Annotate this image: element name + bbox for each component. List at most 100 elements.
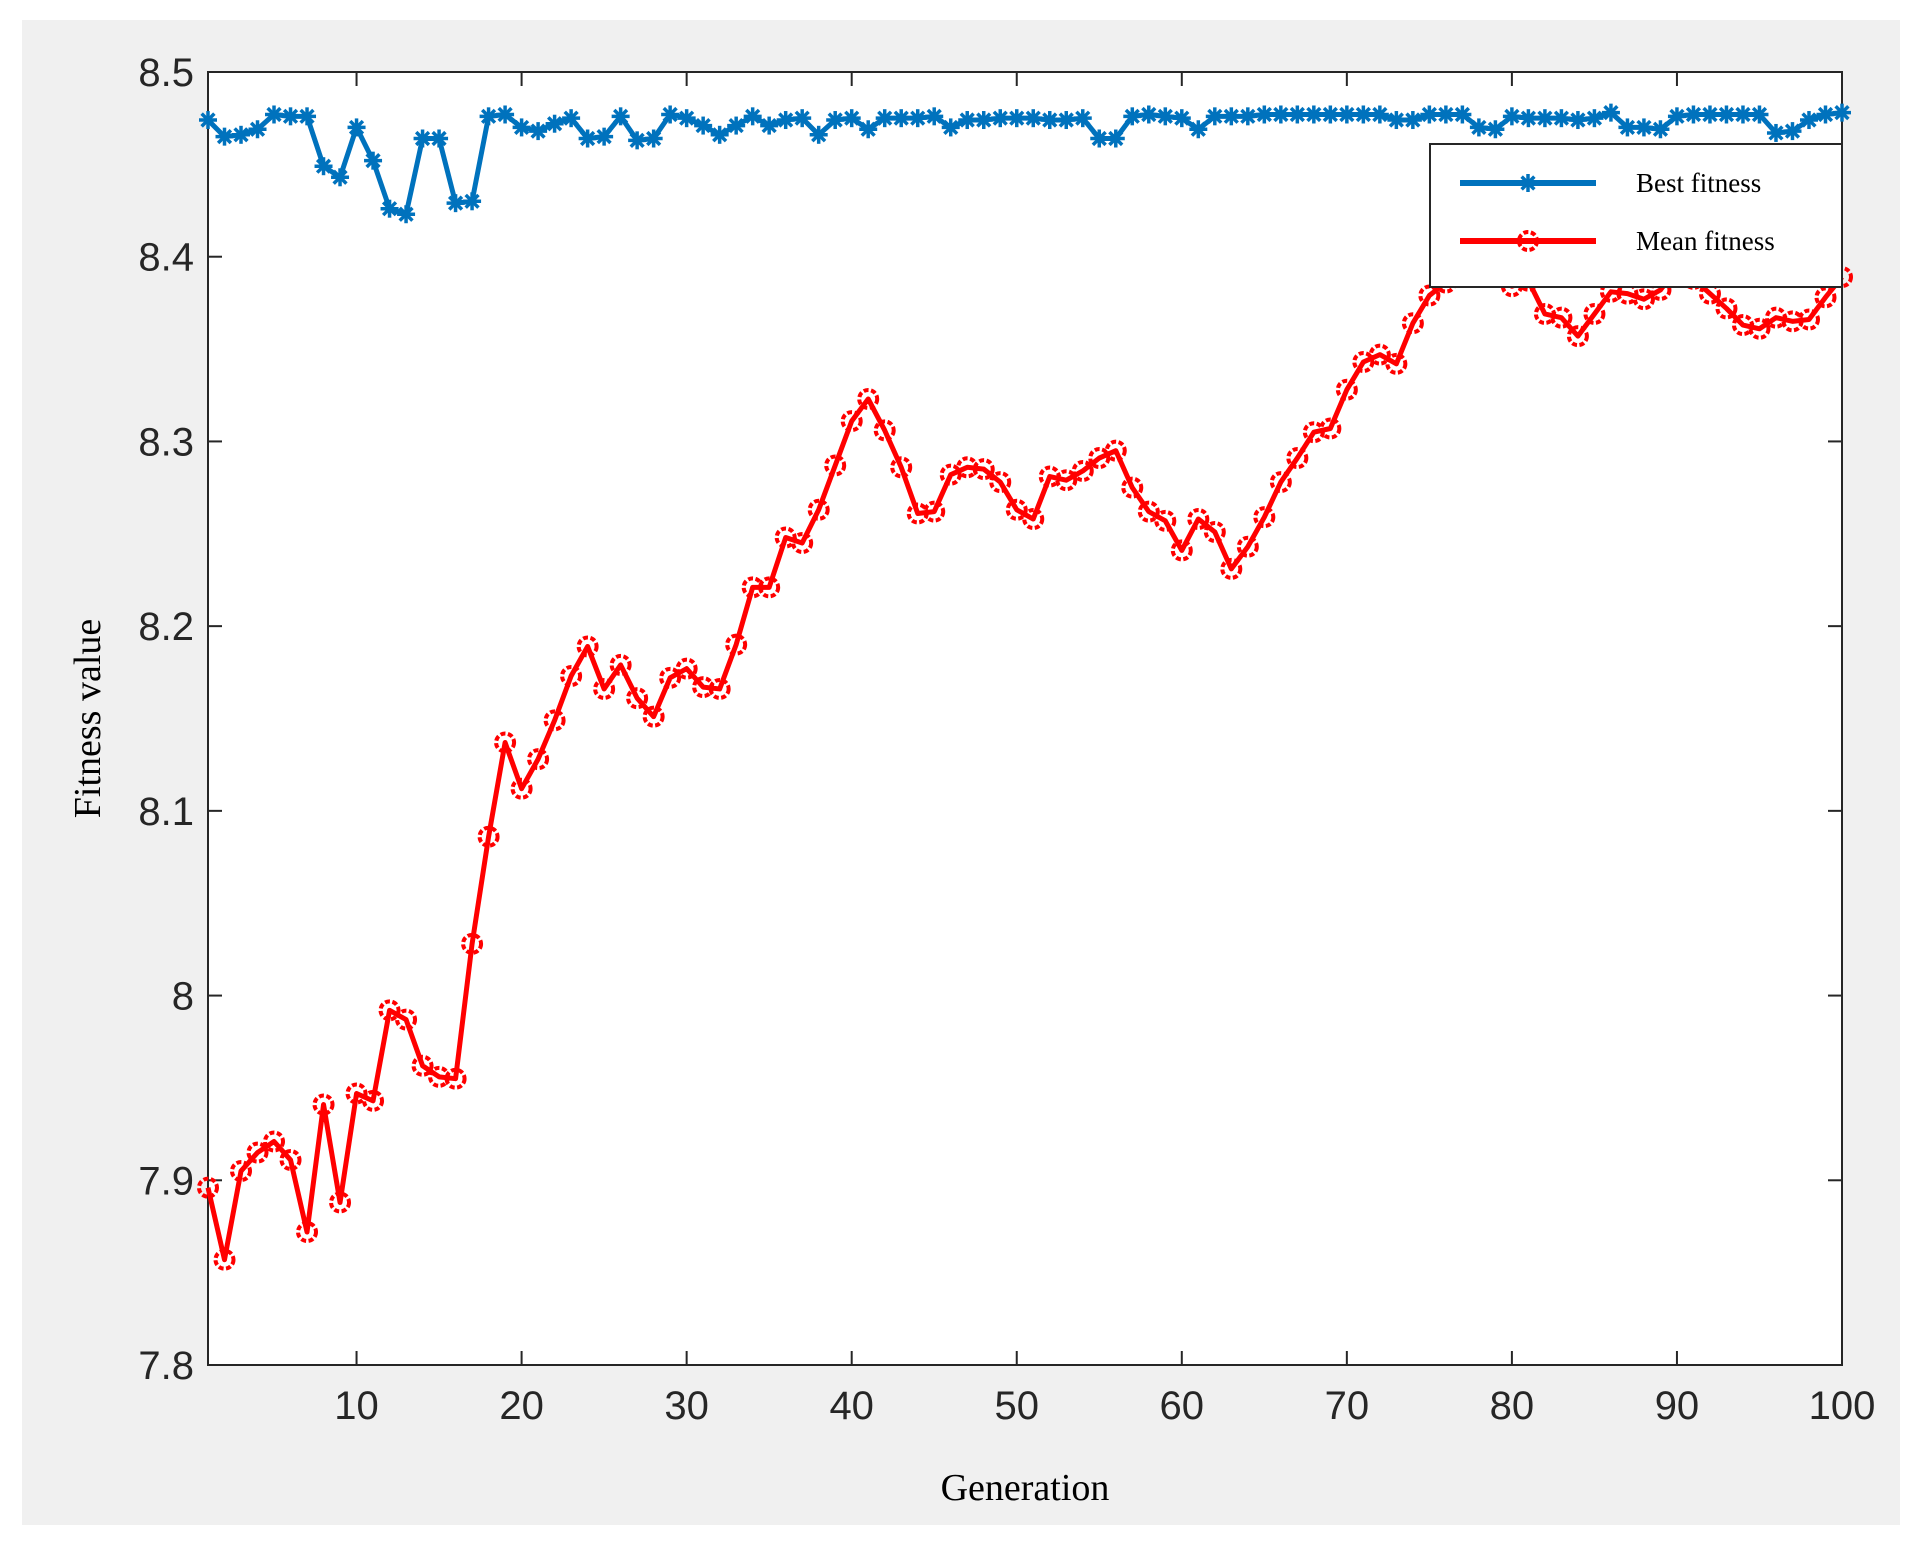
best-fitness-point	[1106, 129, 1125, 148]
best-fitness-point	[809, 125, 828, 144]
best-fitness-point	[1535, 109, 1554, 128]
mean-fitness-point	[1797, 308, 1820, 331]
best-fitness-point	[1007, 109, 1026, 128]
best-fitness-point	[397, 205, 416, 224]
mean-fitness-point	[345, 1082, 368, 1105]
best-fitness-point	[991, 109, 1010, 128]
mean-fitness-point	[1352, 351, 1375, 374]
mean-fitness-point	[197, 1176, 219, 1199]
y-tick-label: 8.3	[138, 420, 194, 464]
best-fitness-point	[694, 116, 713, 135]
best-fitness-point	[298, 107, 317, 126]
mean-fitness-point	[1814, 286, 1837, 309]
best-fitness-point	[265, 105, 284, 124]
best-fitness-point	[628, 131, 647, 150]
best-fitness-point	[1255, 105, 1274, 124]
best-fitness-point	[859, 120, 878, 139]
best-fitness-point	[925, 107, 944, 126]
x-tick-label: 50	[994, 1384, 1039, 1428]
best-fitness-point	[1667, 107, 1686, 126]
best-fitness-point	[446, 194, 465, 213]
mean-fitness-point	[1286, 447, 1309, 470]
mean-fitness-point	[527, 748, 550, 771]
y-tick-label: 8	[172, 975, 194, 1019]
best-fitness-point	[776, 111, 795, 130]
best-fitness-point	[1139, 105, 1158, 124]
best-fitness-point	[1090, 129, 1109, 148]
best-fitness-point	[710, 125, 729, 144]
best-fitness-point	[1486, 120, 1505, 139]
mean-fitness-point	[1550, 306, 1573, 329]
y-tick-label: 8.4	[138, 236, 194, 280]
mean-fitness-point	[857, 387, 880, 410]
mean-fitness-point	[725, 633, 748, 656]
mean-fitness-point	[1203, 520, 1226, 543]
best-fitness-point	[248, 120, 267, 139]
mean-fitness-point	[1253, 506, 1276, 529]
best-fitness-point	[1156, 107, 1175, 126]
mean-fitness-point	[279, 1148, 302, 1171]
mean-fitness-point	[1154, 509, 1177, 532]
best-fitness-point	[578, 129, 597, 148]
legend-label: Mean fitness	[1636, 226, 1775, 256]
mean-fitness-point	[1022, 508, 1045, 531]
best-fitness-point	[1651, 120, 1670, 139]
mean-fitness-point	[609, 653, 632, 676]
mean-fitness-point	[659, 666, 682, 689]
best-fitness-point	[1189, 120, 1208, 139]
best-fitness-point	[743, 107, 762, 126]
mean-fitness-point	[461, 932, 484, 955]
best-fitness-point	[232, 125, 251, 144]
mean-fitness-point	[1335, 378, 1358, 401]
best-fitness-point	[1387, 111, 1406, 130]
best-fitness-point	[1733, 105, 1752, 124]
mean-fitness-point	[1071, 459, 1094, 482]
mean-fitness-point	[1715, 297, 1738, 320]
mean-fitness-point	[560, 665, 583, 688]
mean-fitness-point	[1088, 447, 1111, 470]
mean-fitness-point	[1121, 476, 1144, 499]
mean-fitness-point	[1319, 417, 1342, 440]
best-fitness-point	[1552, 109, 1571, 128]
mean-fitness-point	[329, 1191, 352, 1214]
best-fitness-point	[1222, 107, 1241, 126]
mean-fitness-point	[510, 777, 533, 800]
mean-fitness-point	[362, 1089, 385, 1112]
mean-fitness-point	[543, 709, 566, 732]
x-tick-label: 30	[664, 1384, 709, 1428]
legend-entry-mean-fitness: Mean fitness	[1460, 226, 1775, 256]
best-fitness-point	[1700, 105, 1719, 124]
best-fitness-point	[314, 157, 333, 176]
best-fitness-point	[611, 107, 630, 126]
line-chart: 10 20 30 40 50 60 70 80 90 100 7.8 7.9 8 8.1 8.2 8.3 8.4…	[67, 51, 1875, 1509]
mean-fitness-point	[1385, 352, 1408, 375]
mean-fitness-point	[1566, 325, 1589, 348]
best-fitness-point	[1568, 111, 1587, 130]
best-fitness-point	[347, 118, 366, 137]
mean-fitness-point	[807, 498, 830, 521]
mean-fitness-point	[989, 471, 1012, 494]
mean-fitness-point	[791, 532, 814, 555]
best-fitness-point	[1502, 107, 1521, 126]
best-fitness-point	[1024, 109, 1043, 128]
mean-fitness-point	[972, 458, 995, 481]
best-fitness-point	[1288, 105, 1307, 124]
legend: Best fitness Mean fitness	[1429, 143, 1843, 288]
x-tick-label: 70	[1325, 1384, 1370, 1428]
x-tick-label: 40	[829, 1384, 874, 1428]
best-fitness-point	[1816, 105, 1835, 124]
best-fitness-point	[1172, 109, 1191, 128]
best-fitness-point	[826, 111, 845, 130]
best-fitness-point	[1833, 103, 1851, 122]
best-fitness-point	[1123, 107, 1142, 126]
mean-fitness-point	[296, 1221, 319, 1244]
best-fitness-point	[677, 109, 696, 128]
best-fitness-point	[644, 129, 663, 148]
mean-fitness-point	[395, 1008, 418, 1031]
best-fitness-point	[1304, 105, 1323, 124]
best-fitness-point	[974, 111, 993, 130]
x-tick-label: 90	[1655, 1384, 1700, 1428]
x-tick-label: 60	[1160, 1384, 1205, 1428]
mean-fitness-point	[923, 500, 946, 523]
x-tick-label: 20	[499, 1384, 544, 1428]
